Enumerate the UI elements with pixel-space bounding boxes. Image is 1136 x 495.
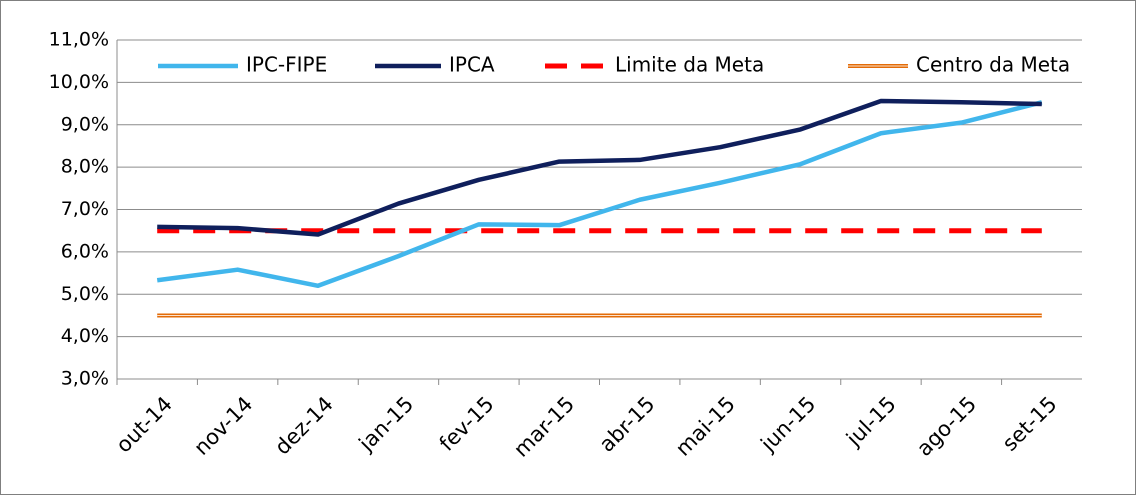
- y-tick-label: 7,0%: [61, 198, 109, 220]
- legend-label: Limite da Meta: [615, 53, 764, 77]
- y-tick-label: 8,0%: [61, 156, 109, 178]
- y-tick-label: 10,0%: [49, 71, 109, 93]
- legend-label: IPCA: [449, 53, 495, 77]
- y-tick-label: 4,0%: [61, 325, 109, 347]
- y-tick-label: 9,0%: [61, 113, 109, 135]
- y-tick-label: 11,0%: [49, 29, 109, 51]
- series-line: [157, 98, 1042, 237]
- legend-label: Centro da Meta: [916, 53, 1070, 77]
- y-tick-label: 5,0%: [61, 283, 109, 305]
- y-tick-label: 6,0%: [61, 240, 109, 262]
- series-line: [156, 100, 1043, 289]
- y-tick-label: 3,0%: [61, 368, 109, 390]
- legend-label: IPC-FIPE: [246, 53, 327, 77]
